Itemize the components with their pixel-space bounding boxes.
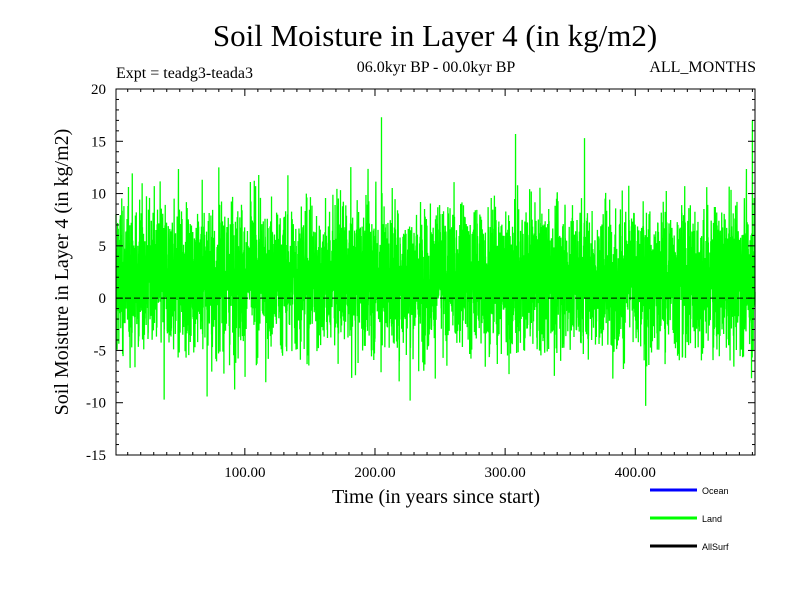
y-tick-label: 15 (91, 134, 106, 150)
axis-layer: -15 -10 -5 0 5 10 15 20 100.00 200.00 300.00 400.00 (86, 82, 755, 481)
months-label: ALL_MONTHS (649, 59, 756, 76)
y-tick-label: -15 (86, 448, 106, 464)
x-axis-label: Time (in years since start) (332, 486, 540, 508)
period-label: 06.0kyr BP - 00.0kyr BP (357, 59, 516, 76)
legend-label-ocean: Ocean (702, 486, 729, 496)
y-tick-label: -5 (94, 343, 107, 359)
y-tick-label: 0 (99, 291, 107, 307)
series-layer (115, 117, 756, 406)
experiment-label: Expt = teadg3-teada3 (116, 65, 253, 82)
plot-frame (115, 88, 756, 456)
x-tick-label: 300.00 (485, 465, 526, 481)
y-tick-label: 5 (99, 239, 107, 255)
legend-label-land: Land (702, 514, 722, 524)
x-tick-label: 200.00 (354, 465, 395, 481)
legend: Ocean Land AllSurf (650, 486, 729, 552)
chart-title: Soil Moisture in Layer 4 (in kg/m2) (213, 18, 657, 53)
legend-label-allsurf: AllSurf (702, 542, 729, 552)
series-line-land (115, 117, 756, 406)
y-axis-label: Soil Moisture in Layer 4 (in kg/m2) (51, 129, 73, 416)
y-tick-label: 10 (91, 187, 106, 203)
x-tick-label: 400.00 (615, 465, 656, 481)
x-tick-label: 100.00 (224, 465, 265, 481)
y-tick-label: 20 (91, 82, 106, 98)
y-tick-label: -10 (86, 396, 106, 412)
